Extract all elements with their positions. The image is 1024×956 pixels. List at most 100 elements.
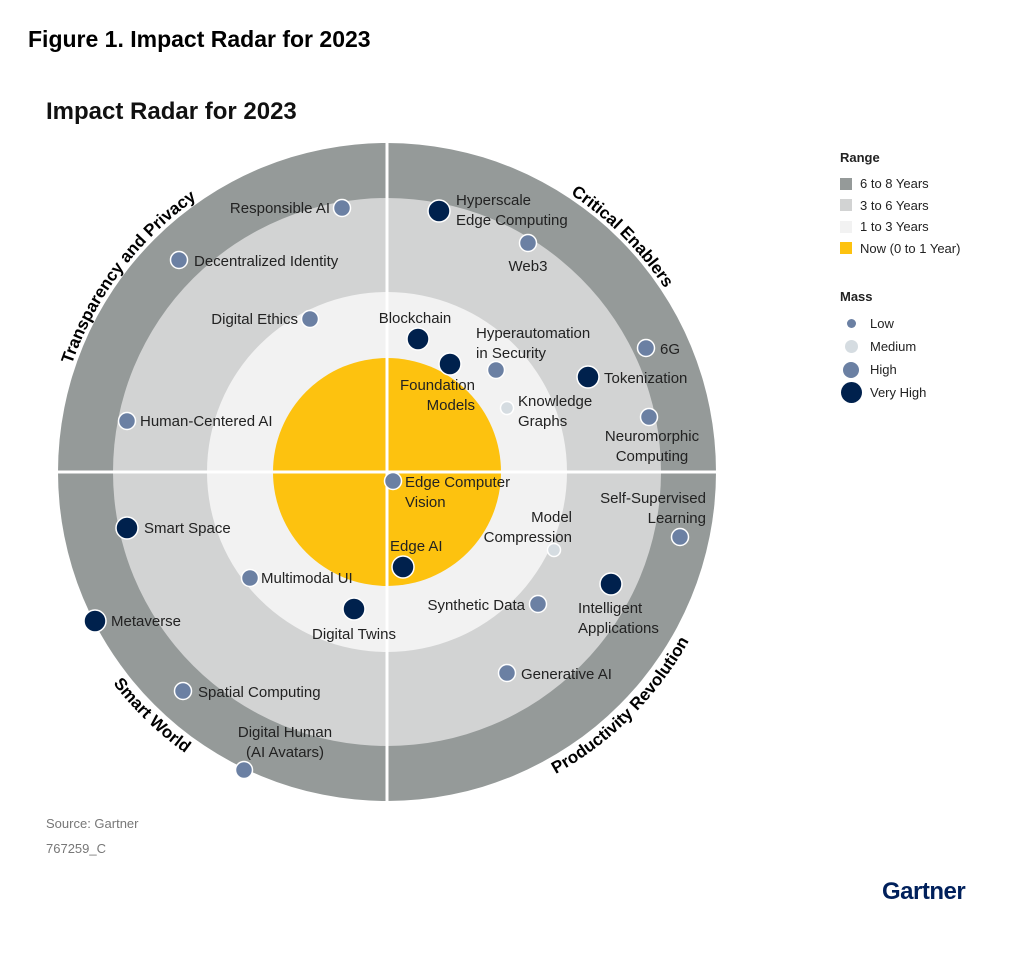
item-label: Compression [484,529,572,546]
swatch [840,177,852,190]
radar-item: Synthetic Data [427,594,548,614]
radar-item: Metaverse [83,609,181,633]
item-dot [546,542,562,558]
item-dot [391,555,415,579]
radar-item: Digital Ethics [211,309,320,329]
item-label: Spatial Computing [198,684,321,701]
item-label: Decentralized Identity [194,253,339,270]
swatch [840,199,852,212]
legend: Range 6 to 8 Years 3 to 6 Years 1 to 3 Y… [840,150,960,404]
item-dot [115,516,139,540]
legend-range-3-6: 3 to 6 Years [840,195,960,217]
radar-item: 6G [636,338,680,358]
item-label: Foundation [400,377,475,394]
item-label: Human-Centered AI [140,413,273,430]
item-label: Edge Computer [405,474,510,491]
item-label: Synthetic Data [427,597,525,614]
item-dot [240,568,260,588]
dot-icon [844,340,858,353]
item-dot [332,198,352,218]
item-dot [528,594,548,614]
item-dot [636,338,656,358]
radar-item: Smart Space [115,516,231,540]
legend-label: Low [870,316,894,331]
item-dot [169,250,189,270]
radar-item: Hyperautomation in Security [476,325,590,380]
item-dot [518,233,538,253]
figure-title: Figure 1. Impact Radar for 2023 [28,26,371,52]
item-dot [438,352,462,376]
item-label: Graphs [518,413,567,430]
item-label: Blockchain [379,310,452,327]
radar-item: Human-Centered AI [117,411,273,431]
item-label: Learning [648,510,706,527]
radar-item: Model Compression [484,509,572,558]
source-note: Source: Gartner [46,816,139,831]
item-label: Edge AI [390,538,443,555]
item-dot [406,327,430,351]
item-label: Web3 [509,258,548,275]
item-dot [427,199,451,223]
radar-item: Edge Computer Vision [383,471,510,511]
legend-label: Medium [870,339,917,354]
radar-item: Foundation Models [400,352,475,414]
item-label: in Security [476,345,547,362]
item-label: Multimodal UI [261,570,353,587]
legend-label: High [870,362,897,377]
legend-range-now: Now (0 to 1 Year) [840,238,960,260]
radar-item: Responsible AI [230,198,352,218]
dot-icon [843,361,859,378]
item-label: Hyperscale [456,192,531,209]
radar-item: Digital Human (AI Avatars) [234,724,332,780]
item-label: Metaverse [111,613,181,630]
radar-item: Digital Twins [312,597,396,643]
radar-item: Spatial Computing [173,681,321,701]
radar-item: Edge AI [390,538,443,579]
item-dot [499,400,515,416]
item-label: Digital Ethics [211,311,298,328]
radar-item: Hyperscale Edge Computing [427,192,568,229]
legend-label: Now (0 to 1 Year) [860,240,961,256]
legend-range-1-3: 1 to 3 Years [840,216,960,238]
legend-label: 6 to 8 Years [860,176,929,192]
chart-title: Impact Radar for 2023 [46,98,297,125]
item-dot [383,471,403,491]
item-dot [342,597,366,621]
swatch [840,220,852,233]
item-label: Smart Space [144,520,231,537]
legend-mass-medium: Medium [840,335,960,358]
item-dot [117,411,137,431]
item-label: Model [531,509,572,526]
item-label: Applications [578,620,659,637]
radar-item: Intelligent Applications [578,572,659,637]
radar-item: Generative AI [497,663,612,683]
radar-item: Web3 [509,233,548,275]
item-dot [234,760,254,780]
radar-item: Tokenization [576,365,687,389]
item-dot [83,609,107,633]
legend-label: 1 to 3 Years [860,219,929,235]
legend-mass-high: High [840,358,960,381]
item-label: Edge Computing [456,212,568,229]
item-label: Knowledge [518,393,592,410]
item-label: Responsible AI [230,200,330,217]
item-label: Generative AI [521,666,612,683]
item-dot [497,663,517,683]
item-label: Models [427,397,475,414]
legend-range-title: Range [840,150,880,165]
item-label: Neuromorphic [605,428,700,445]
document-id: 767259_C [46,841,106,856]
item-label: Vision [405,494,446,511]
item-dot [486,360,506,380]
item-label: Self-Supervised [600,490,706,507]
item-dot [300,309,320,329]
radar-item: Neuromorphic Computing [605,407,700,465]
item-dot [670,527,690,547]
legend-label: Very High [870,385,927,400]
radar-item: Decentralized Identity [169,250,339,270]
gartner-logo: Gartner [882,878,966,905]
item-label: 6G [660,341,680,358]
radar-item: Multimodal UI [240,568,353,588]
item-label: Tokenization [604,370,687,387]
legend-mass-low: Low [840,312,960,335]
